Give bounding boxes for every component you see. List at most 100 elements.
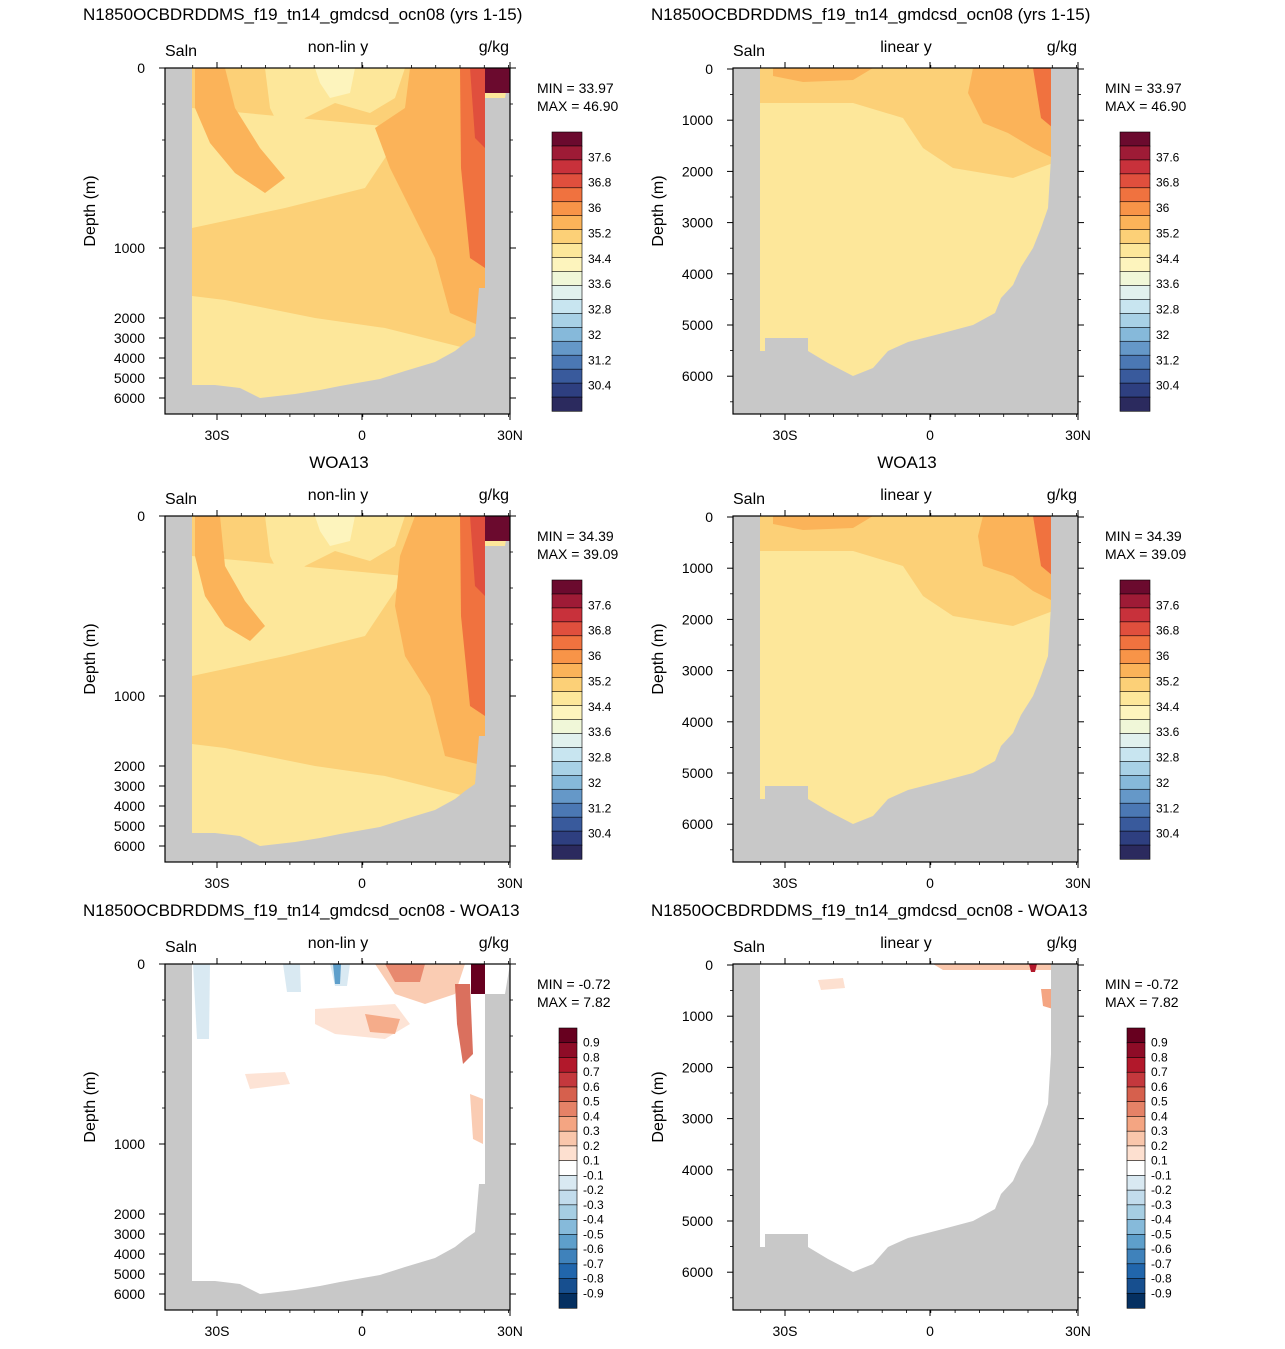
colorbar-swatch <box>551 243 583 259</box>
colorbar-swatch <box>551 733 583 749</box>
colorbar-tick-label: -0.8 <box>1151 1272 1172 1286</box>
y-tick-label: 3000 <box>114 1226 145 1242</box>
plot-frame <box>164 963 511 1311</box>
plot-area <box>733 68 1078 414</box>
min-value-text: MIN = 33.97 <box>1105 80 1182 96</box>
x-tick-label: 0 <box>358 427 366 443</box>
diff-max-anomaly <box>471 964 485 994</box>
colorbar-swatch <box>1126 1071 1146 1088</box>
colorbar-swatch <box>1119 747 1151 762</box>
y-tick-label: 3000 <box>682 663 713 679</box>
colorbar-swatch <box>551 187 583 203</box>
colorbar-swatch <box>1119 243 1151 259</box>
diff-negative-anomaly <box>193 964 210 1039</box>
colorbar-swatch <box>1119 635 1151 651</box>
colorbar-swatch <box>551 368 583 384</box>
x-tick-label: 0 <box>926 875 934 891</box>
colorbar-swatch <box>1119 326 1151 342</box>
colorbar-swatch <box>1119 299 1151 314</box>
y-tick-label: 4000 <box>682 1162 713 1178</box>
colorbar-swatch <box>551 663 583 679</box>
colorbar-tick-label: 37.6 <box>1156 150 1180 164</box>
x-tick-label: 0 <box>358 875 366 891</box>
y-axis-label: Depth (m) <box>650 1071 667 1142</box>
colorbar-swatch <box>558 1130 578 1147</box>
colorbar-swatch <box>1119 271 1151 287</box>
colorbar-swatch <box>1119 802 1151 818</box>
y-tick-label: 1000 <box>682 1008 713 1024</box>
colorbar-tick-label: 37.6 <box>1156 598 1180 612</box>
colorbar-tick-label: 35.2 <box>588 226 612 240</box>
colorbar-swatch <box>1126 1219 1146 1235</box>
colorbar-tick-label: -0.4 <box>1151 1213 1172 1227</box>
max-value-text: MAX = 39.09 <box>537 546 619 562</box>
land-mask-south <box>165 68 192 414</box>
units-label: g/kg <box>1047 39 1077 56</box>
colorbar-swatch <box>1126 1027 1146 1044</box>
contour-35-6 <box>195 68 285 193</box>
colorbar-swatch <box>1126 1116 1146 1132</box>
colorbar-tick-label: 0.3 <box>1151 1124 1168 1138</box>
colorbar-tick-label: 0.4 <box>583 1109 600 1123</box>
chart-panel-4: 30S 0 30N 0 1000 2000 3000 4000 5000 6000 Depth (m… <box>650 453 1187 891</box>
colorbar-swatch <box>551 299 583 314</box>
colorbar-swatch <box>551 593 583 609</box>
contour-35-6 <box>195 516 265 641</box>
diff-positive-anomaly <box>470 1094 483 1144</box>
colorbar-swatch <box>1126 1130 1146 1147</box>
chart-panel-1: 30S 0 30N 0 1000 2000 3000 4000 5000 6000 Depth (m… <box>82 5 619 443</box>
y-axis-label: Depth (m) <box>82 623 99 694</box>
colorbar-swatch <box>1126 1204 1146 1221</box>
colorbar-swatch <box>1119 145 1151 161</box>
colorbar-swatch <box>1126 1101 1146 1118</box>
colorbar-swatch <box>551 830 583 846</box>
colorbar-swatch <box>1119 816 1151 832</box>
colorbar-swatch <box>551 382 583 398</box>
colorbar-swatch <box>1119 201 1151 217</box>
colorbar-tick-label: 31.2 <box>1156 801 1180 815</box>
colorbar-swatch <box>1119 663 1151 679</box>
x-tick-label: 30S <box>205 875 230 891</box>
colorbar-swatch <box>551 677 583 693</box>
colorbar-swatch <box>551 621 583 637</box>
min-value-text: MIN = -0.72 <box>1105 976 1179 992</box>
colorbar-tick-label: 0.9 <box>583 1036 600 1050</box>
colorbar-tick-label: 0.2 <box>1151 1139 1168 1153</box>
variable-label: Saln <box>733 43 765 60</box>
x-tick-label: 30S <box>773 1323 798 1339</box>
colorbar-tick-label: 31.2 <box>1156 353 1180 367</box>
y-tick-label: 4000 <box>114 350 145 366</box>
y-tick-label: 5000 <box>682 1213 713 1229</box>
colorbar-tick-label: 33.6 <box>1156 725 1180 739</box>
variable-label: Saln <box>165 939 197 956</box>
y-tick-label: 6000 <box>682 816 713 832</box>
colorbar-swatch <box>1126 1086 1146 1103</box>
variable-label: Saln <box>733 939 765 956</box>
panel-title: N1850OCBDRDDMS_f19_tn14_gmdcsd_ocn08 (yr… <box>83 5 522 24</box>
colorbar-tick-label: 32 <box>1156 776 1170 790</box>
min-value-text: MIN = -0.72 <box>537 976 611 992</box>
colorbar-tick-label: 36.8 <box>1156 176 1180 190</box>
colorbar-tick-label: 33.6 <box>1156 277 1180 291</box>
colorbar-tick-label: 34.4 <box>588 700 612 714</box>
colorbar-tick-label: -0.6 <box>1151 1242 1172 1256</box>
colorbar-tick-label: 32.8 <box>1156 303 1180 317</box>
y-tick-label: 3000 <box>114 330 145 346</box>
colorbar-tick-label: 37.6 <box>588 598 612 612</box>
colorbar-swatch <box>1119 788 1151 804</box>
colorbar-tick-label: 35.2 <box>1156 674 1180 688</box>
colorbar-tick-label: 30.4 <box>1156 379 1180 393</box>
x-tick-label: 30N <box>1065 875 1091 891</box>
colorbar-tick-label: 0.5 <box>1151 1095 1168 1109</box>
colorbar-swatch <box>558 1204 578 1221</box>
scale-label: non-lin y <box>308 39 368 56</box>
land-mask-bottom <box>165 516 510 862</box>
y-axis-label: Depth (m) <box>82 175 99 246</box>
colorbar-tick-label: -0.1 <box>1151 1168 1172 1182</box>
chart-panel-5: 30S 0 30N 0 1000 2000 3000 4000 5000 6000 Depth (m… <box>82 901 611 1339</box>
colorbar-tick-label: 34.4 <box>1156 700 1180 714</box>
colorbar-swatch <box>1126 1145 1146 1162</box>
colorbar-swatch <box>558 1234 578 1250</box>
y-axis-label: Depth (m) <box>650 175 667 246</box>
